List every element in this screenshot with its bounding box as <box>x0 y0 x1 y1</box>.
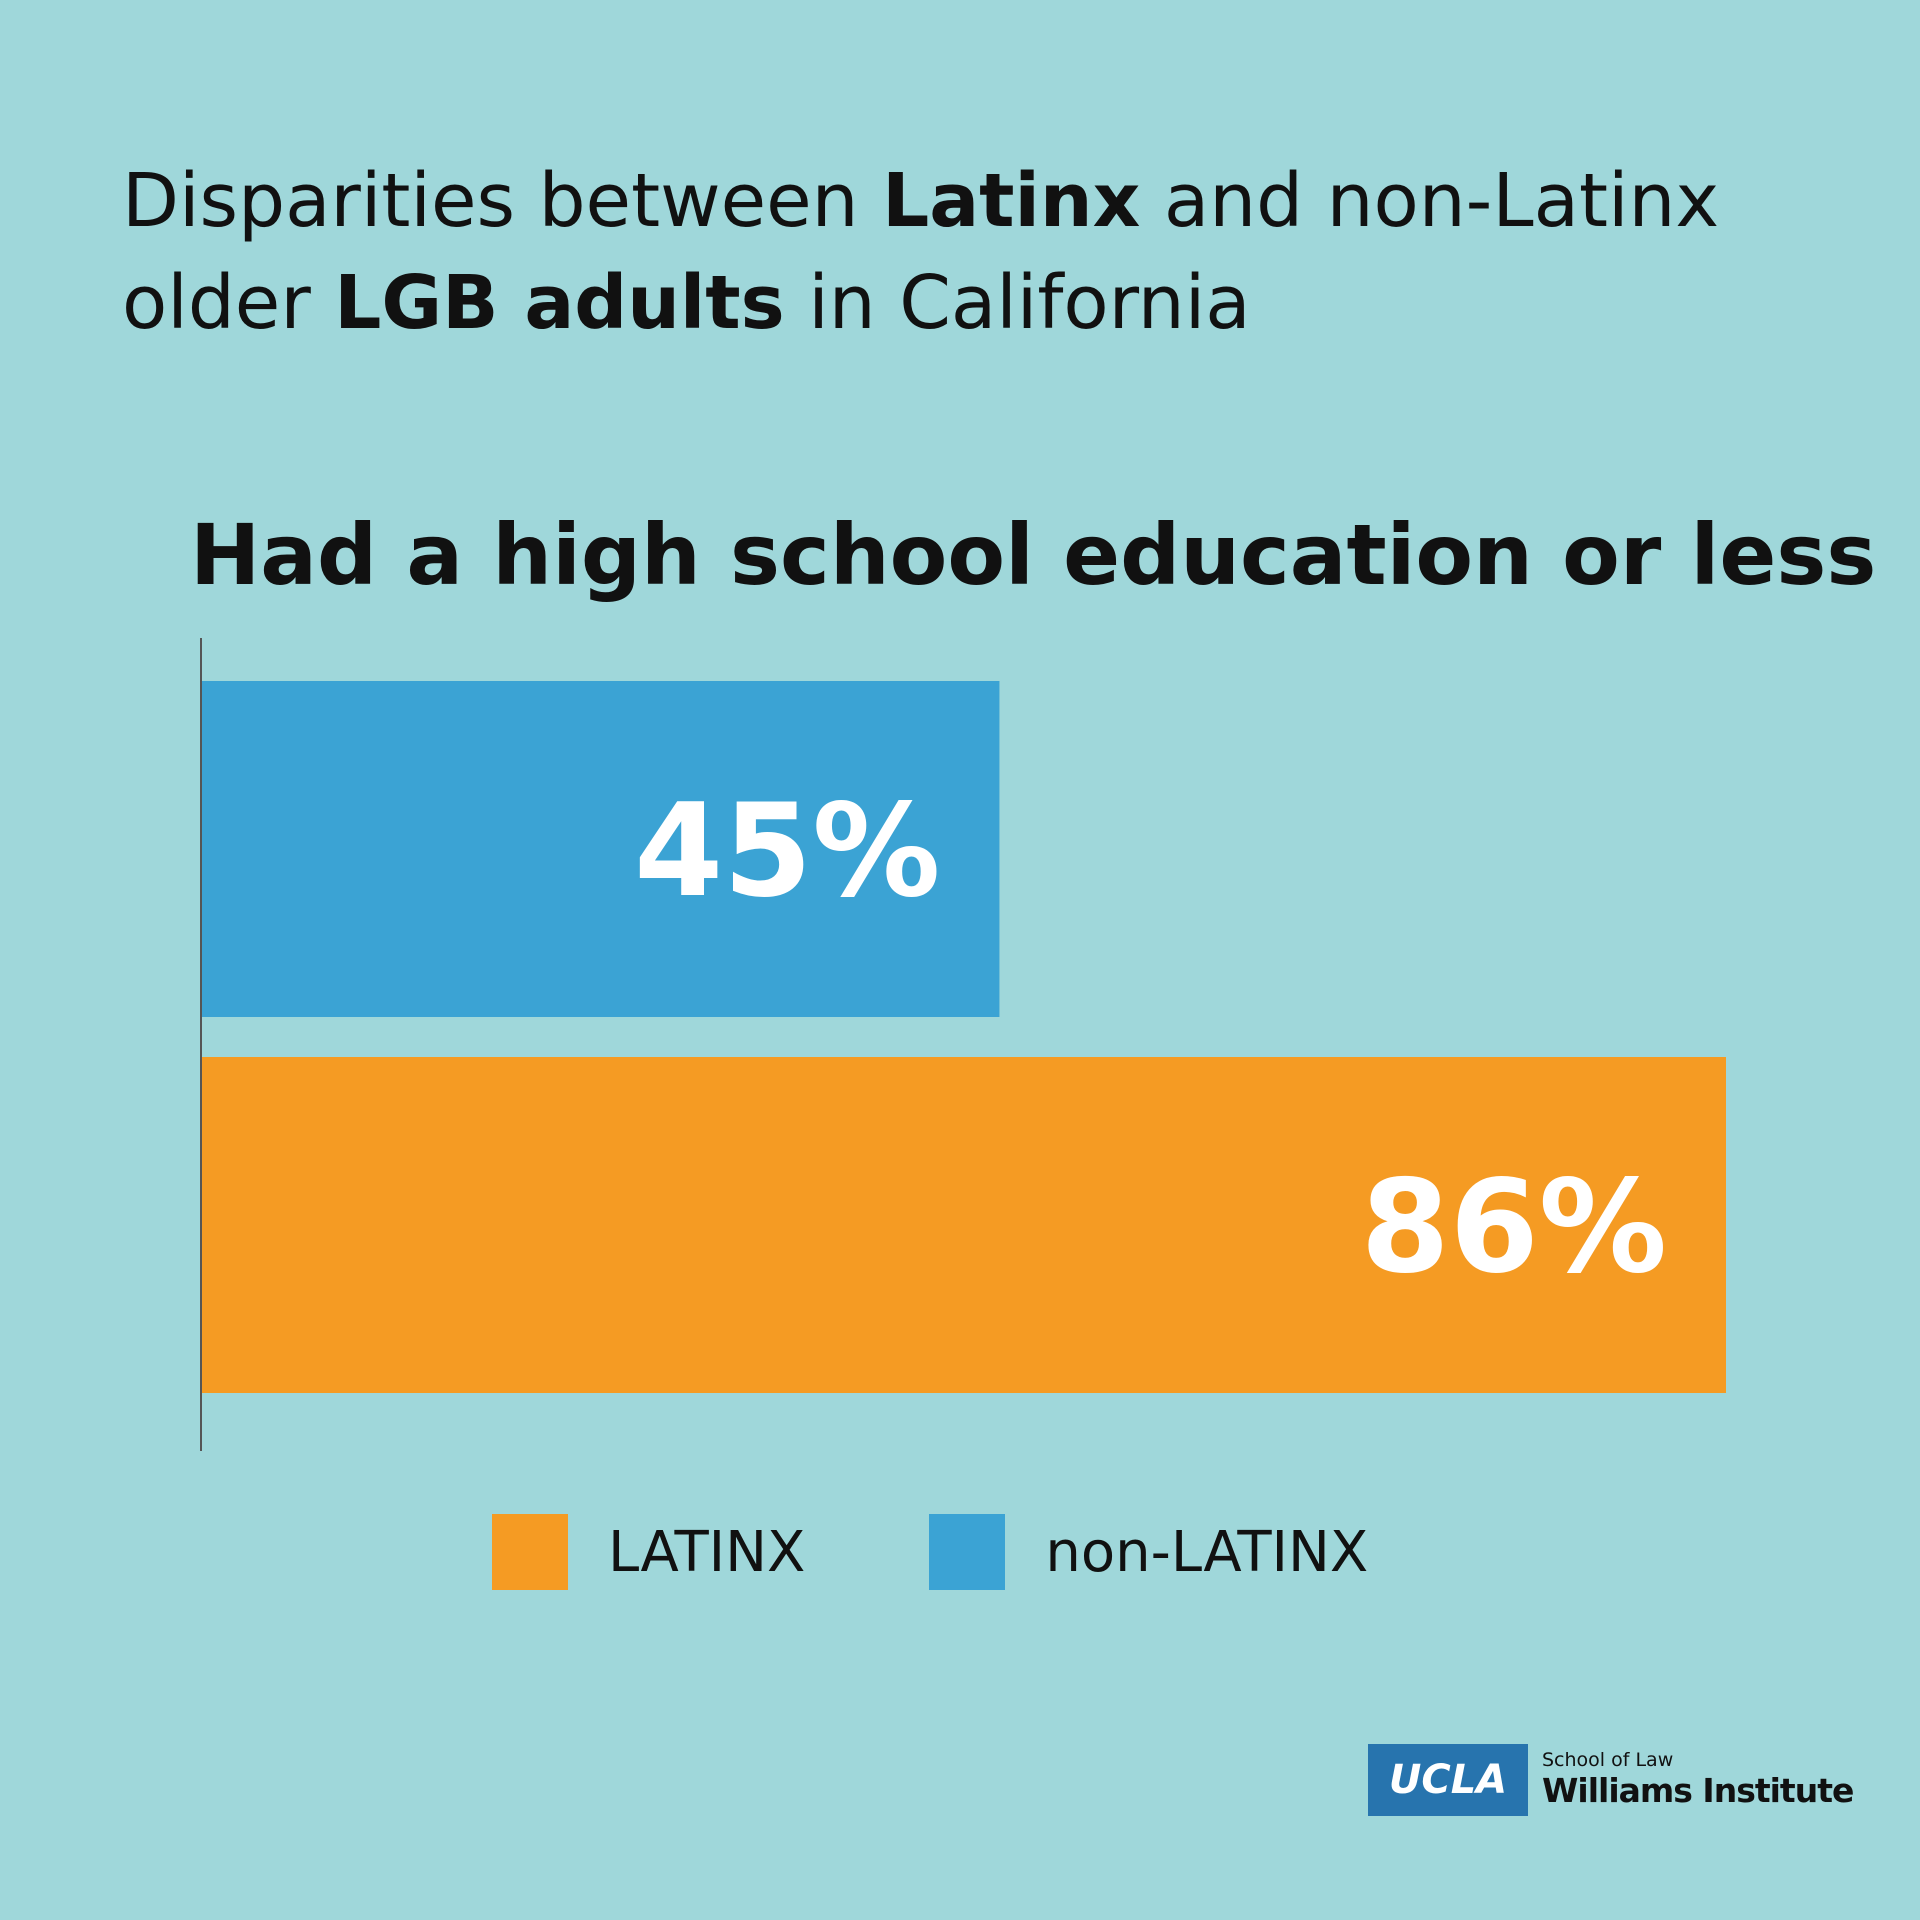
logo-school-of-law: School of Law <box>1542 1749 1674 1771</box>
legend-label-non-latinx: non-LATINX <box>1045 1519 1369 1585</box>
bar-non-latinx <box>202 681 1000 1017</box>
ucla-williams-logo: UCLA School of Law Williams Institute <box>1368 1744 1854 1816</box>
legend-label-latinx: LATINX <box>608 1519 806 1585</box>
bar-value-label-latinx: 86% <box>1361 1153 1667 1302</box>
ucla-logo-mark: UCLA <box>1368 1744 1528 1816</box>
chart-title: Had a high school education or less <box>190 506 1877 604</box>
logo-williams-institute: Williams Institute <box>1542 1771 1854 1810</box>
legend: LATINX non-LATINX <box>492 1514 1492 1590</box>
logo-text: School of Law Williams Institute <box>1542 1749 1854 1811</box>
bar-latinx <box>202 1057 1726 1393</box>
legend-swatch-latinx <box>492 1514 568 1590</box>
legend-item-non-latinx: non-LATINX <box>929 1514 1368 1590</box>
legend-swatch-non-latinx <box>929 1514 1006 1590</box>
headline-bold-lgb: LGB adults <box>334 260 785 346</box>
bar-value-label-non-latinx: 45% <box>634 777 940 926</box>
headline: Disparities between Latinx and non-Latin… <box>122 150 1862 354</box>
headline-bold-latinx: Latinx <box>882 158 1141 244</box>
headline-text: in California <box>784 260 1251 346</box>
headline-text: and non-Latinx older <box>122 158 1720 346</box>
legend-item-latinx: LATINX <box>492 1514 805 1590</box>
headline-text: Disparities between <box>122 158 883 244</box>
